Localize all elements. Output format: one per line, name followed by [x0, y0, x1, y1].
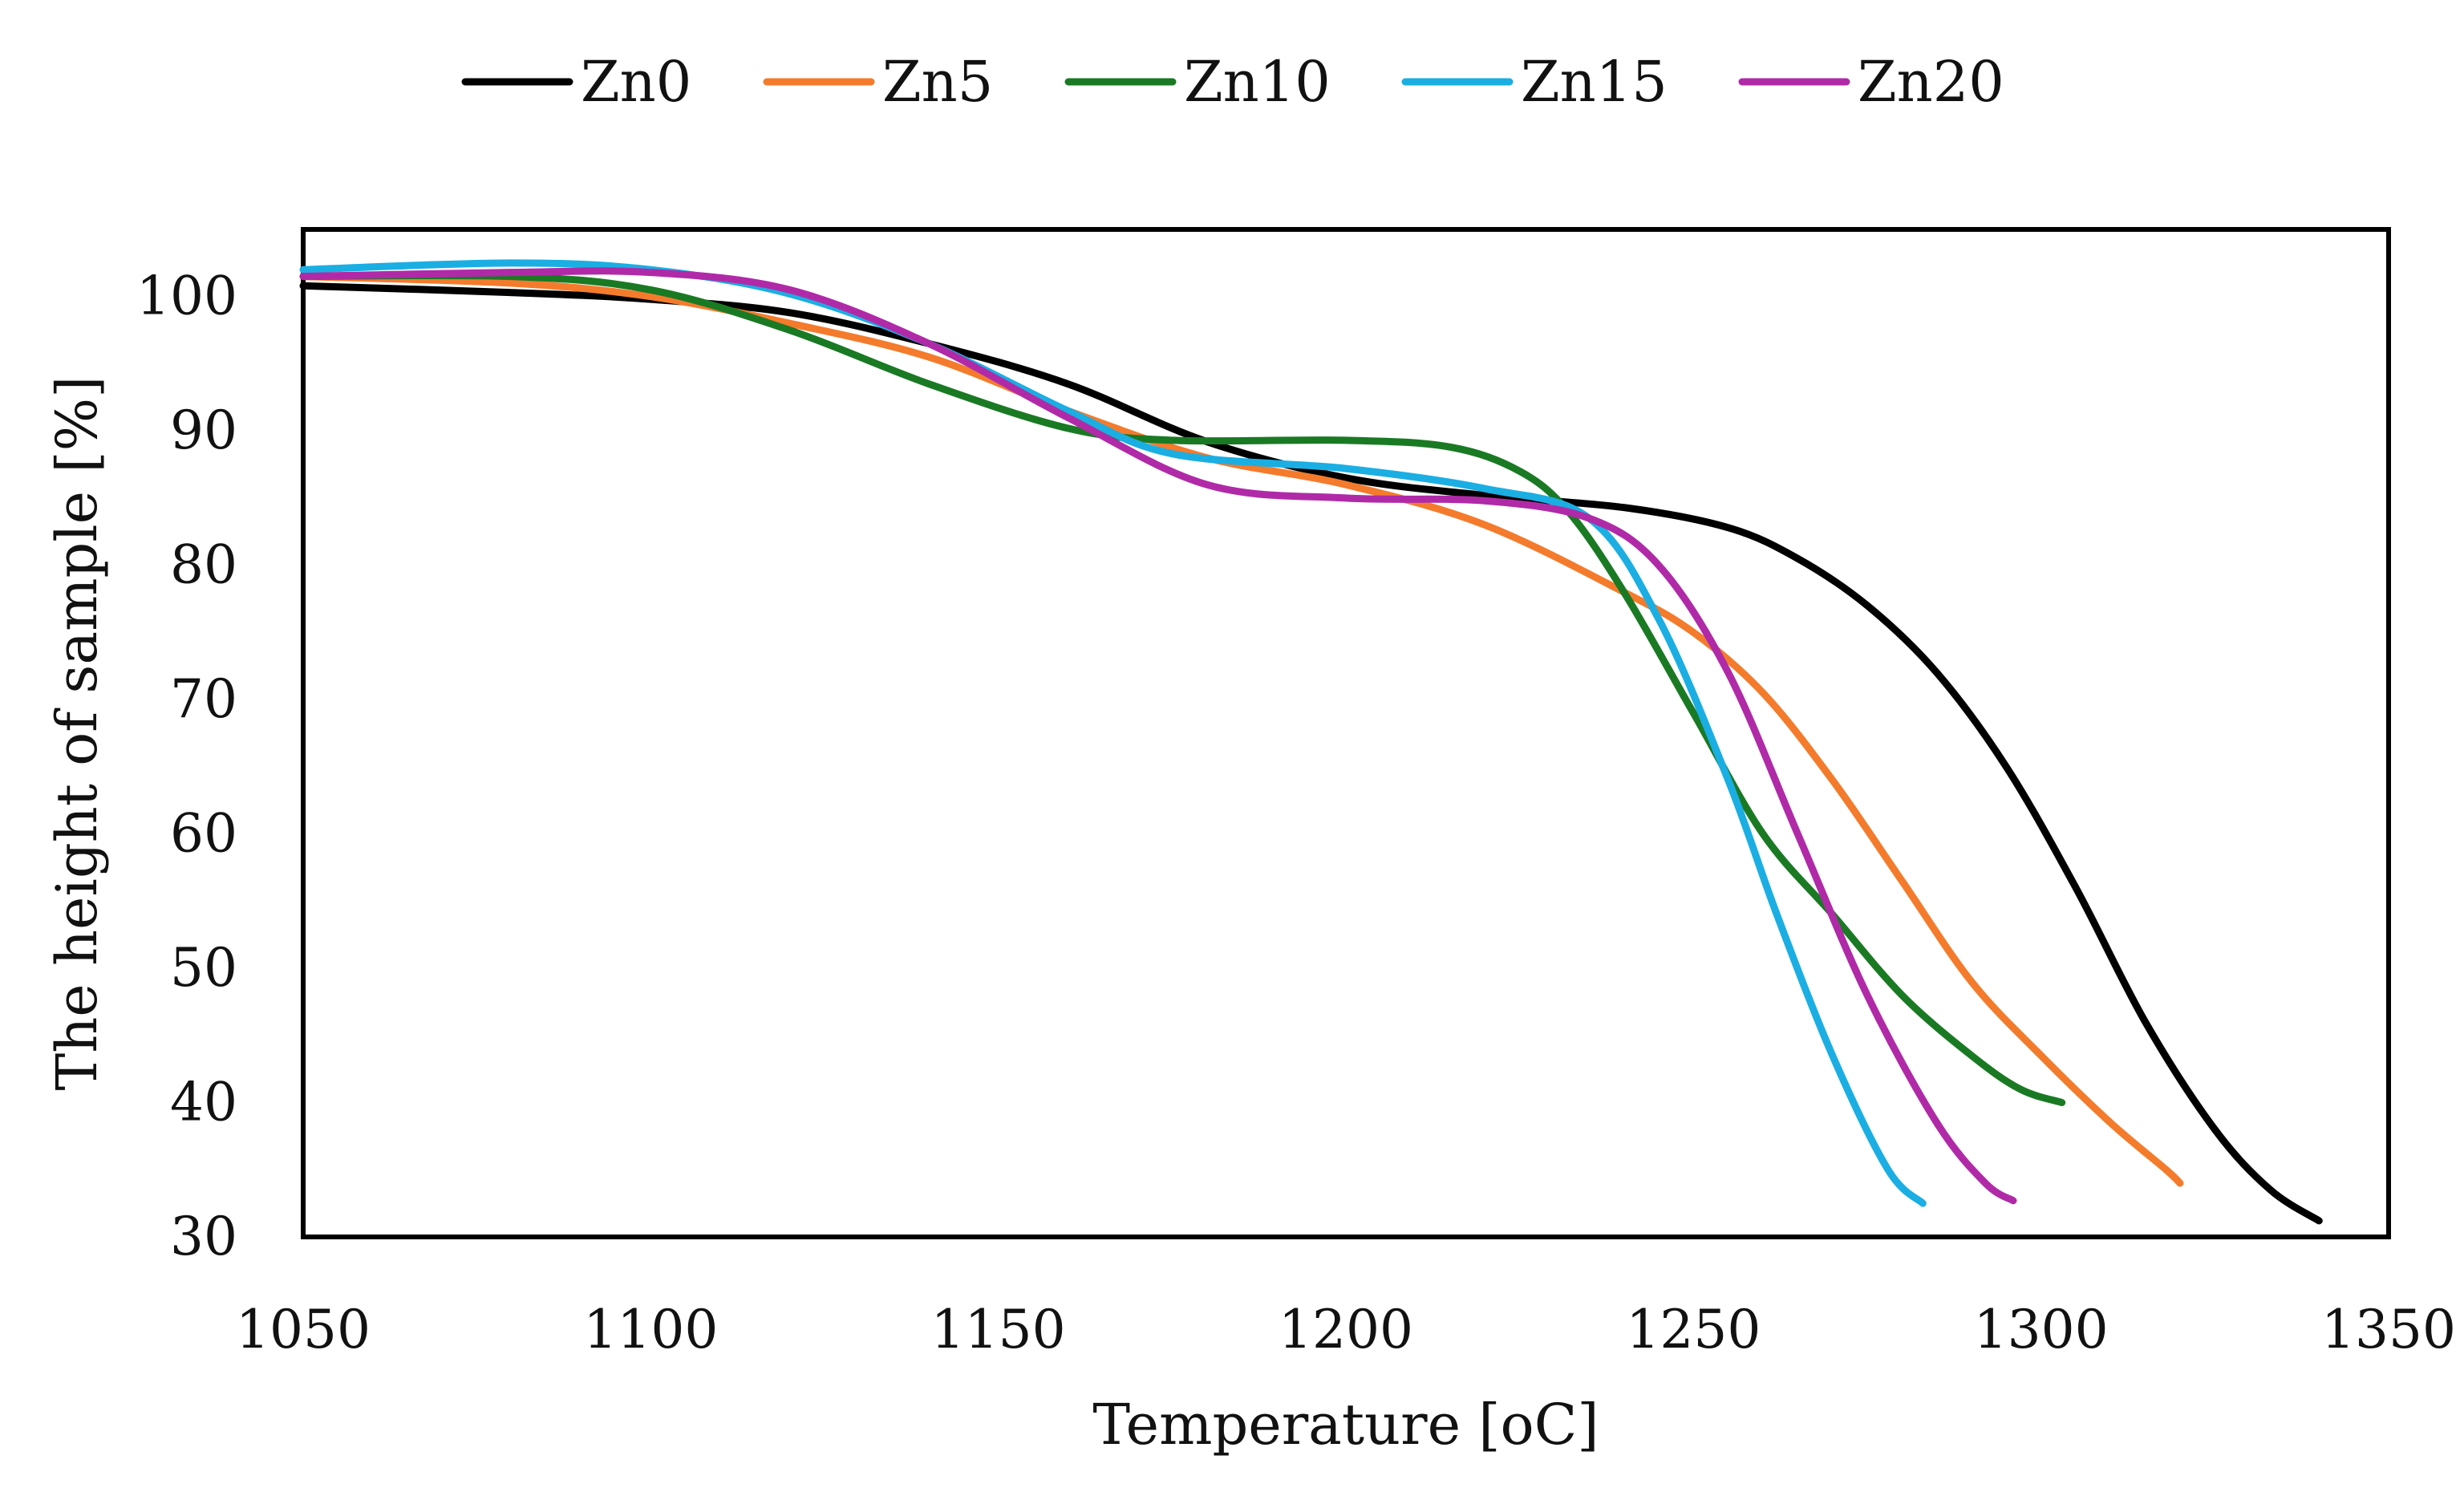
y-tick-label: 30 [170, 1206, 237, 1267]
y-tick-label: 50 [170, 937, 237, 999]
x-tick-label: 1100 [583, 1299, 718, 1360]
legend-label: Zn20 [1858, 49, 2004, 115]
y-tick-label: 40 [170, 1072, 237, 1133]
legend-label: Zn5 [882, 49, 993, 115]
y-tick-label: 80 [170, 534, 237, 596]
x-tick-label: 1300 [1974, 1299, 2109, 1360]
y-tick-label: 70 [170, 668, 237, 730]
legend-item-zn10: Zn10 [1064, 49, 1331, 115]
legend-label: Zn15 [1521, 49, 1668, 115]
legend-item-zn20: Zn20 [1738, 49, 2004, 115]
y-tick-label: 60 [170, 803, 237, 865]
legend: Zn0 Zn5 Zn10 Zn15 Zn20 [461, 49, 2004, 115]
series-layer [299, 259, 2323, 1225]
legend-label: Zn0 [581, 49, 691, 115]
x-tick-label: 1150 [931, 1299, 1066, 1360]
x-tick-label: 1050 [236, 1299, 371, 1360]
y-tick-label: 100 [136, 266, 237, 327]
legend-item-zn5: Zn5 [763, 49, 993, 115]
legend-label: Zn10 [1184, 49, 1331, 115]
y-tick-label: 90 [170, 399, 237, 461]
plot-frame [301, 227, 2391, 1239]
series-line-zn0 [299, 282, 2323, 1225]
x-tick-labels: 1050 1100 1150 1200 1250 1300 1350 [236, 1299, 2456, 1360]
legend-item-zn0: Zn0 [461, 49, 691, 115]
y-axis-title: The height of sample [%] [44, 376, 110, 1091]
x-axis-title: Temperature [oC] [1092, 1392, 1599, 1458]
legend-item-zn15: Zn15 [1401, 49, 1668, 115]
series-line-zn20 [299, 267, 2017, 1205]
y-tick-labels: 30 40 50 60 70 80 90 100 [136, 266, 237, 1267]
x-tick-label: 1250 [1626, 1299, 1761, 1360]
x-tick-label: 1350 [2321, 1299, 2456, 1360]
series-line-zn10 [299, 271, 2066, 1106]
x-tick-label: 1200 [1279, 1299, 1413, 1360]
